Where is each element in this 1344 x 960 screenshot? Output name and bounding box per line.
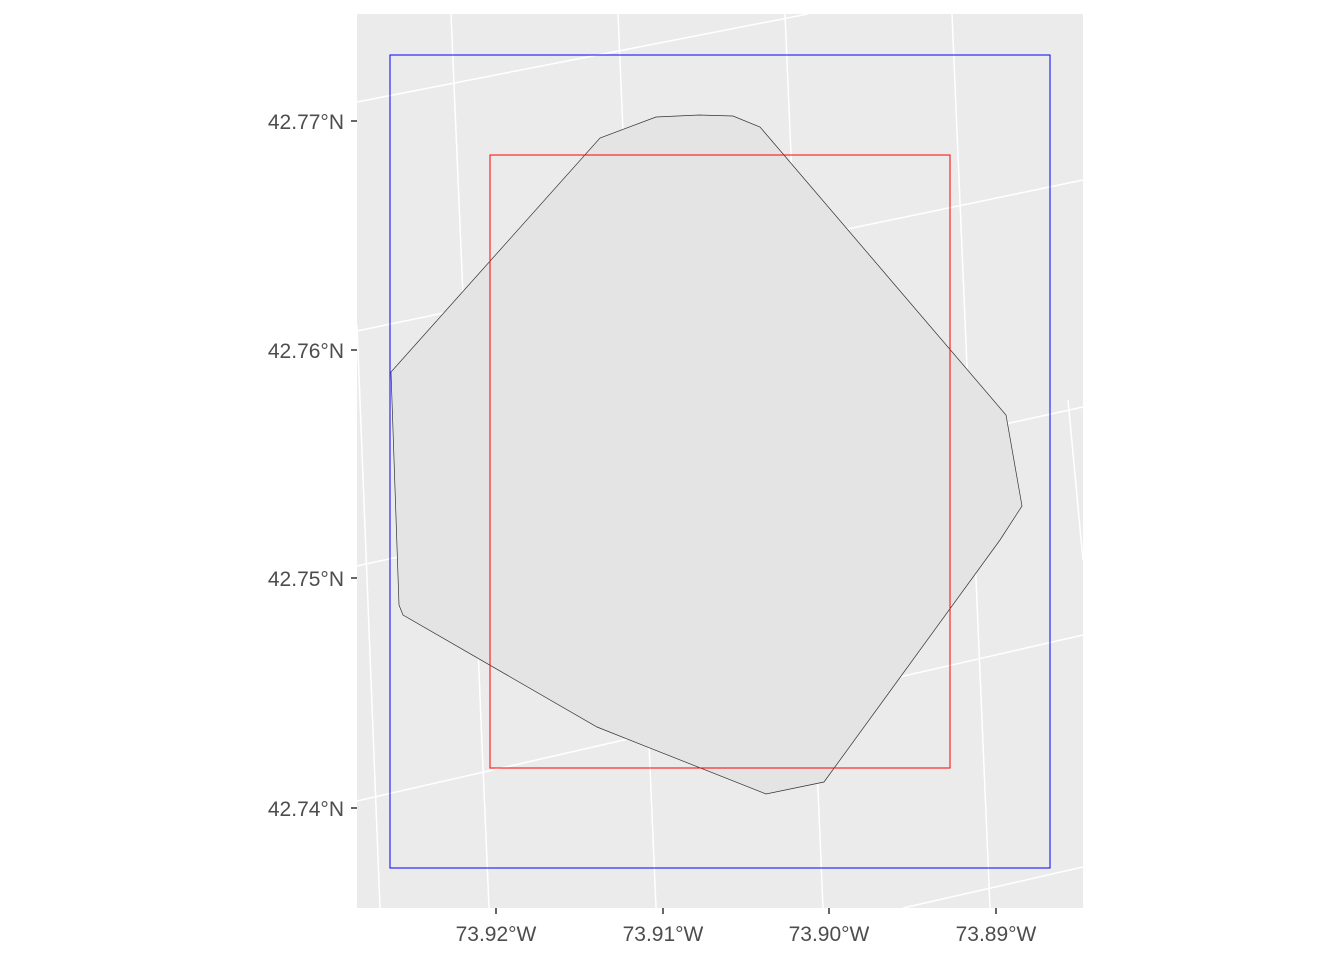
y-tick-label: 42.76°N xyxy=(268,340,344,363)
y-tick-label: 42.77°N xyxy=(268,111,344,134)
y-tick-label: 42.75°N xyxy=(268,568,344,591)
graticule-lat-42-77 xyxy=(356,13,809,103)
y-tick-label: 42.74°N xyxy=(268,798,344,821)
x-tick-label: 73.92°W xyxy=(456,923,537,946)
x-axis: 73.92°W 73.91°W 73.90°W 73.89°W xyxy=(456,908,1037,946)
blue-bounding-box xyxy=(389,54,1051,869)
graticule-lon-73-88 xyxy=(1067,399,1084,561)
red-bounding-box xyxy=(489,154,951,769)
map-polygon xyxy=(390,114,1023,795)
x-tick-label: 73.89°W xyxy=(956,923,1037,946)
x-tick-label: 73.90°W xyxy=(789,923,870,946)
graticule-lat-42-73 xyxy=(902,866,1084,909)
y-axis: 42.77°N 42.76°N 42.75°N 42.74°N xyxy=(268,111,357,821)
graticule-lon-73-93 xyxy=(356,324,381,909)
x-tick-label: 73.91°W xyxy=(623,923,704,946)
